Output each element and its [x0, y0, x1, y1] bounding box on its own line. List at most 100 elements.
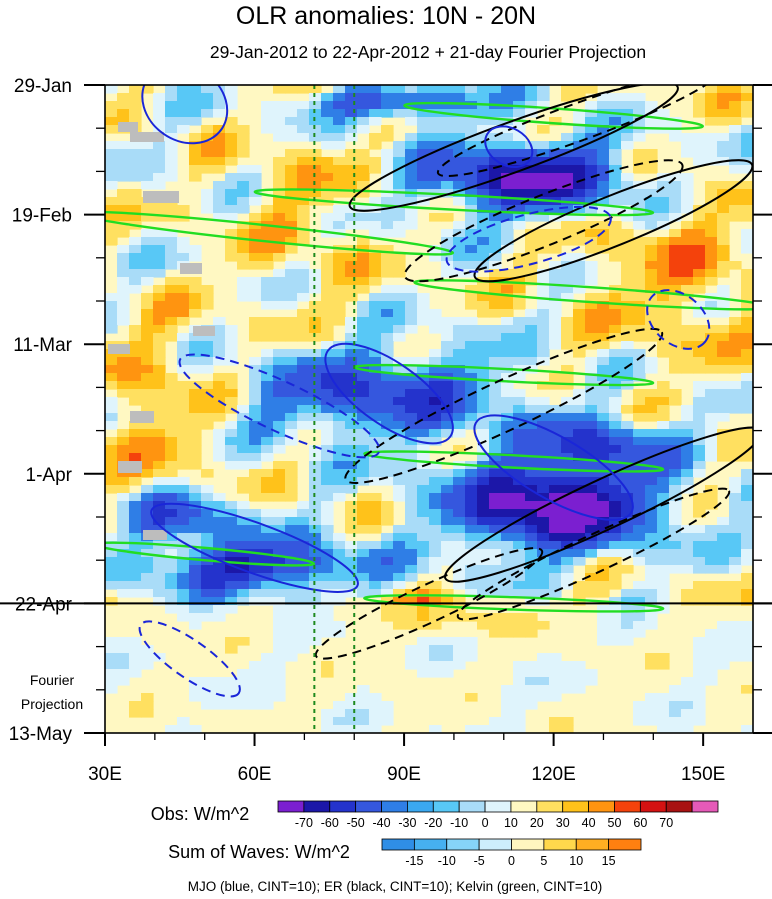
field-cell: [225, 245, 238, 254]
field-cell: [345, 213, 358, 222]
field-cell: [417, 557, 430, 566]
field-cell: [645, 253, 658, 262]
field-cell: [501, 341, 514, 350]
field-cell: [141, 261, 154, 270]
field-cell: [525, 93, 538, 102]
field-cell: [357, 413, 370, 422]
field-cell: [561, 493, 574, 502]
field-cell: [633, 357, 646, 366]
field-cell: [153, 317, 166, 326]
field-cell: [633, 309, 646, 318]
field-cell: [309, 413, 322, 422]
field-cell: [609, 205, 622, 214]
field-cell: [573, 181, 586, 190]
field-cell: [297, 629, 310, 638]
field-cell: [117, 173, 130, 182]
field-cell: [741, 533, 753, 542]
field-cell: [249, 525, 262, 534]
field-cell: [225, 429, 238, 438]
field-cell: [465, 101, 478, 110]
field-cell: [321, 717, 334, 726]
field-cell: [549, 229, 562, 238]
field-cell: [525, 661, 538, 670]
field-cell: [465, 413, 478, 422]
field-cell: [453, 573, 466, 582]
field-cell: [405, 301, 418, 310]
field-cell: [645, 205, 658, 214]
field-cell: [381, 709, 394, 718]
field-cell: [441, 229, 454, 238]
field-cell: [105, 669, 118, 678]
field-cell: [525, 565, 538, 574]
field-cell: [261, 445, 274, 454]
field-cell: [441, 125, 454, 134]
field-cell: [105, 541, 118, 550]
field-cell: [669, 533, 682, 542]
field-cell: [537, 501, 550, 510]
field-cell: [321, 669, 334, 678]
field-cell: [213, 597, 226, 606]
field-cell: [453, 85, 466, 94]
field-cell: [381, 477, 394, 486]
field-cell: [189, 573, 202, 582]
field-cell: [741, 309, 753, 318]
field-cell: [321, 101, 334, 110]
field-cell: [297, 181, 310, 190]
field-cell: [477, 469, 490, 478]
field-cell: [153, 117, 166, 126]
field-cell: [573, 669, 586, 678]
field-cell: [645, 269, 658, 278]
field-cell: [357, 389, 370, 398]
field-cell: [465, 589, 478, 598]
field-cell: [441, 117, 454, 126]
field-cell: [357, 429, 370, 438]
field-cell: [645, 525, 658, 534]
field-cell: [573, 157, 586, 166]
field-cell: [429, 365, 442, 374]
field-cell: [741, 405, 753, 414]
field-cell: [717, 381, 730, 390]
field-cell: [549, 509, 562, 518]
field-cell: [381, 93, 394, 102]
field-cell: [201, 469, 214, 478]
field-cell: [393, 429, 406, 438]
field-cell: [573, 341, 586, 350]
field-cell: [153, 565, 166, 574]
field-cell: [417, 581, 430, 590]
field-cell: [165, 565, 178, 574]
field-cell: [261, 293, 274, 302]
field-cell: [489, 269, 502, 278]
field-cell: [117, 645, 130, 654]
field-cell: [297, 317, 310, 326]
field-cell: [489, 341, 502, 350]
field-cell: [621, 197, 634, 206]
field-cell: [513, 93, 526, 102]
field-cell: [369, 309, 382, 318]
obs-colorbar-swatch: [458, 800, 486, 813]
field-cell: [633, 493, 646, 502]
field-cell: [105, 557, 118, 566]
field-cell: [429, 437, 442, 446]
field-cell: [657, 533, 670, 542]
field-cell: [705, 525, 718, 534]
field-cell: [717, 237, 730, 246]
field-cell: [657, 437, 670, 446]
field-cell: [261, 437, 274, 446]
field-cell: [273, 685, 286, 694]
field-cell: [513, 565, 526, 574]
field-cell: [381, 573, 394, 582]
field-cell: [549, 541, 562, 550]
field-cell: [741, 101, 753, 110]
field-cell: [201, 501, 214, 510]
field-cell: [141, 245, 154, 254]
field-cell: [513, 693, 526, 702]
field-cell: [501, 373, 514, 382]
mjo-contour: [150, 502, 359, 593]
field-cell: [177, 477, 190, 486]
field-cell: [165, 205, 178, 214]
field-cell: [513, 453, 526, 462]
field-cell: [525, 357, 538, 366]
field-cell: [489, 309, 502, 318]
field-cell: [549, 293, 562, 302]
